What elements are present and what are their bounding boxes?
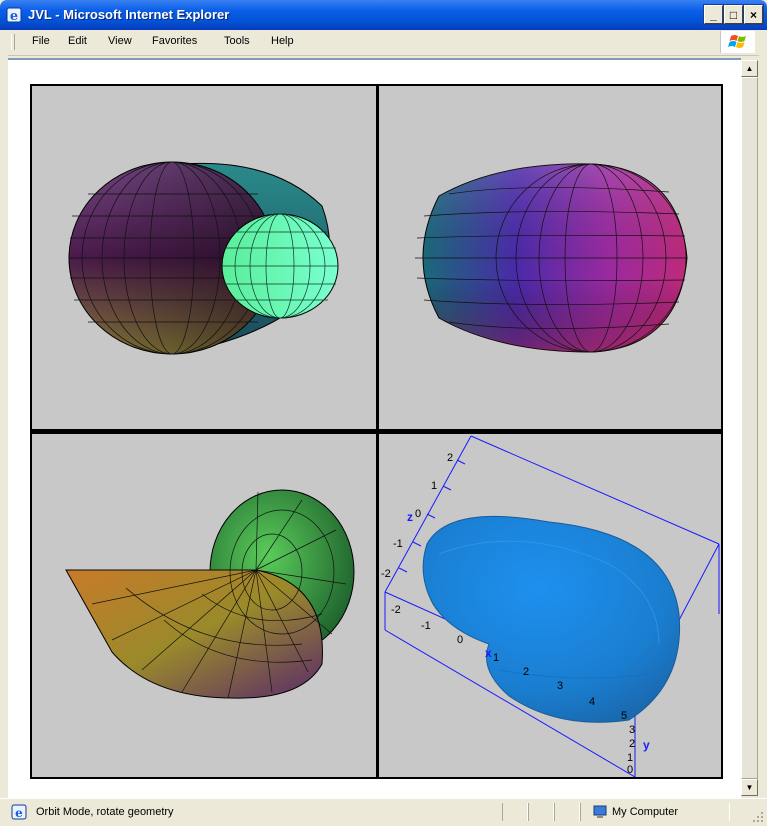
- menu-tools[interactable]: Tools: [224, 35, 250, 47]
- status-cell-2: [528, 803, 554, 821]
- scroll-up-button[interactable]: ▲: [741, 60, 758, 77]
- x-tick-3: 3: [557, 680, 564, 692]
- close-icon: ×: [749, 7, 757, 22]
- status-cell-3: [554, 803, 580, 821]
- menu-edit[interactable]: Edit: [68, 35, 87, 47]
- close-button[interactable]: ×: [743, 4, 764, 25]
- y-tick-3: 3: [629, 724, 636, 736]
- maximize-button[interactable]: □: [723, 4, 744, 25]
- page-icon: e: [11, 804, 27, 820]
- menu-grip[interactable]: [11, 34, 15, 50]
- z-tick-2: 2: [447, 452, 454, 464]
- jvl-applet[interactable]: z 2 1 0 -1 -2 -2 -1 0 x 1 2 3 4 5 3 2 1 …: [30, 84, 723, 779]
- shell-shape-top-right: [415, 163, 688, 353]
- maximize-icon: □: [729, 7, 738, 22]
- z-tick-neg1: -1: [393, 538, 403, 550]
- window-frame-left: [0, 30, 8, 825]
- svg-text:e: e: [15, 806, 23, 820]
- axis-x-label: x: [485, 646, 492, 660]
- minimize-icon: _: [710, 7, 717, 22]
- y-tick-2: 2: [629, 738, 636, 750]
- window-title: JVL - Microsoft Internet Explorer: [28, 7, 230, 22]
- x-tick-neg2: -2: [391, 604, 401, 616]
- pane-bottom-left[interactable]: [32, 434, 376, 777]
- windows-flag-icon: [728, 35, 746, 48]
- status-message: Orbit Mode, rotate geometry: [36, 806, 174, 818]
- status-bar: e Orbit Mode, rotate geometry My Compute…: [0, 798, 767, 826]
- scroll-thumb[interactable]: [741, 77, 758, 779]
- axes-plot-bottom-right: [384, 435, 720, 777]
- y-tick-1: 1: [627, 752, 634, 764]
- minimize-button[interactable]: _: [703, 4, 724, 25]
- status-zone: My Computer: [612, 806, 679, 818]
- pane-bottom-right[interactable]: z 2 1 0 -1 -2 -2 -1 0 x 1 2 3 4 5 3 2 1 …: [379, 434, 721, 777]
- arrow-up-icon: ▲: [745, 64, 754, 73]
- x-tick-1: 1: [493, 652, 500, 664]
- x-tick-4: 4: [589, 696, 596, 708]
- status-zone-cell: [580, 803, 730, 821]
- arrow-down-icon: ▼: [745, 783, 754, 792]
- vertical-scrollbar[interactable]: ▲ ▼: [741, 60, 758, 796]
- menu-help[interactable]: Help: [271, 35, 294, 47]
- axis-z-label: z: [407, 510, 413, 524]
- spiral-shape-bottom-left: [65, 489, 355, 699]
- status-cell-1: [502, 803, 528, 821]
- x-tick-2: 2: [523, 666, 530, 678]
- windows-logo: [720, 31, 755, 53]
- title-bar[interactable]: e JVL - Microsoft Internet Explorer _ □ …: [0, 0, 767, 30]
- computer-icon: [593, 805, 607, 818]
- window-frame-right: [759, 30, 767, 825]
- menu-bar: File Edit View Favorites Tools Help: [8, 30, 759, 56]
- x-tick-0: 0: [457, 634, 464, 646]
- resize-grip-icon[interactable]: [752, 811, 764, 823]
- menu-view[interactable]: View: [108, 35, 132, 47]
- y-tick-0: 0: [627, 764, 634, 776]
- shell-shape-top-left: [68, 161, 339, 355]
- z-tick-1: 1: [431, 480, 438, 492]
- z-tick-neg2: -2: [381, 568, 391, 580]
- menu-favorites[interactable]: Favorites: [152, 35, 198, 47]
- scroll-down-button[interactable]: ▼: [741, 779, 758, 796]
- pane-top-left[interactable]: [32, 86, 376, 429]
- z-tick-0: 0: [415, 508, 422, 520]
- ie-icon: e: [6, 7, 22, 23]
- x-tick-5: 5: [621, 710, 628, 722]
- pane-top-right[interactable]: [379, 86, 721, 429]
- axis-y-label: y: [643, 738, 650, 752]
- svg-text:e: e: [10, 9, 18, 23]
- x-tick-neg1: -1: [421, 620, 431, 632]
- menu-file[interactable]: File: [32, 35, 50, 47]
